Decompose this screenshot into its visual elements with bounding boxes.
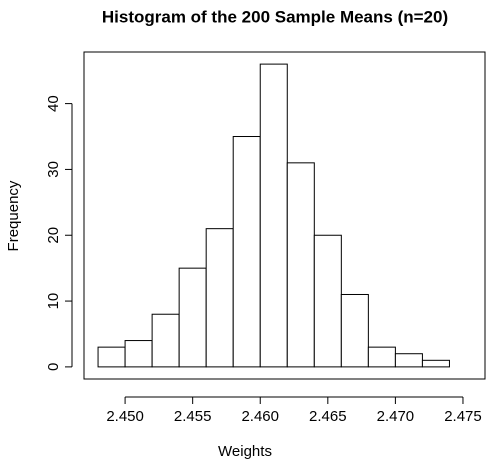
bar — [313, 234, 342, 368]
y-tick-label: 0 — [45, 363, 62, 371]
x-tick-label: 2.460 — [241, 408, 279, 425]
bar — [286, 162, 315, 368]
bar — [367, 346, 396, 368]
bar — [97, 346, 126, 368]
bar — [421, 359, 450, 368]
bar — [124, 340, 153, 368]
y-tick-label: 30 — [45, 161, 62, 178]
bar — [151, 313, 180, 368]
bar — [205, 228, 234, 368]
x-tick-label: 2.450 — [106, 408, 144, 425]
bar — [394, 353, 423, 368]
x-tick-label: 2.465 — [309, 408, 347, 425]
y-tick-label: 20 — [45, 227, 62, 244]
y-axis-label: Frequency — [5, 180, 22, 251]
bar — [232, 136, 261, 368]
x-axis-label: Weights — [218, 443, 272, 460]
x-tick-label: 2.470 — [377, 408, 415, 425]
bar — [340, 293, 369, 368]
chart-title: Histogram of the 200 Sample Means (n=20) — [102, 7, 448, 26]
x-tick-label: 2.475 — [444, 408, 482, 425]
y-tick-label: 40 — [45, 95, 62, 112]
x-tick-label: 2.455 — [174, 408, 212, 425]
y-tick-label: 10 — [45, 293, 62, 310]
bar — [259, 63, 288, 368]
plot-box — [83, 51, 486, 380]
bar — [178, 267, 207, 368]
